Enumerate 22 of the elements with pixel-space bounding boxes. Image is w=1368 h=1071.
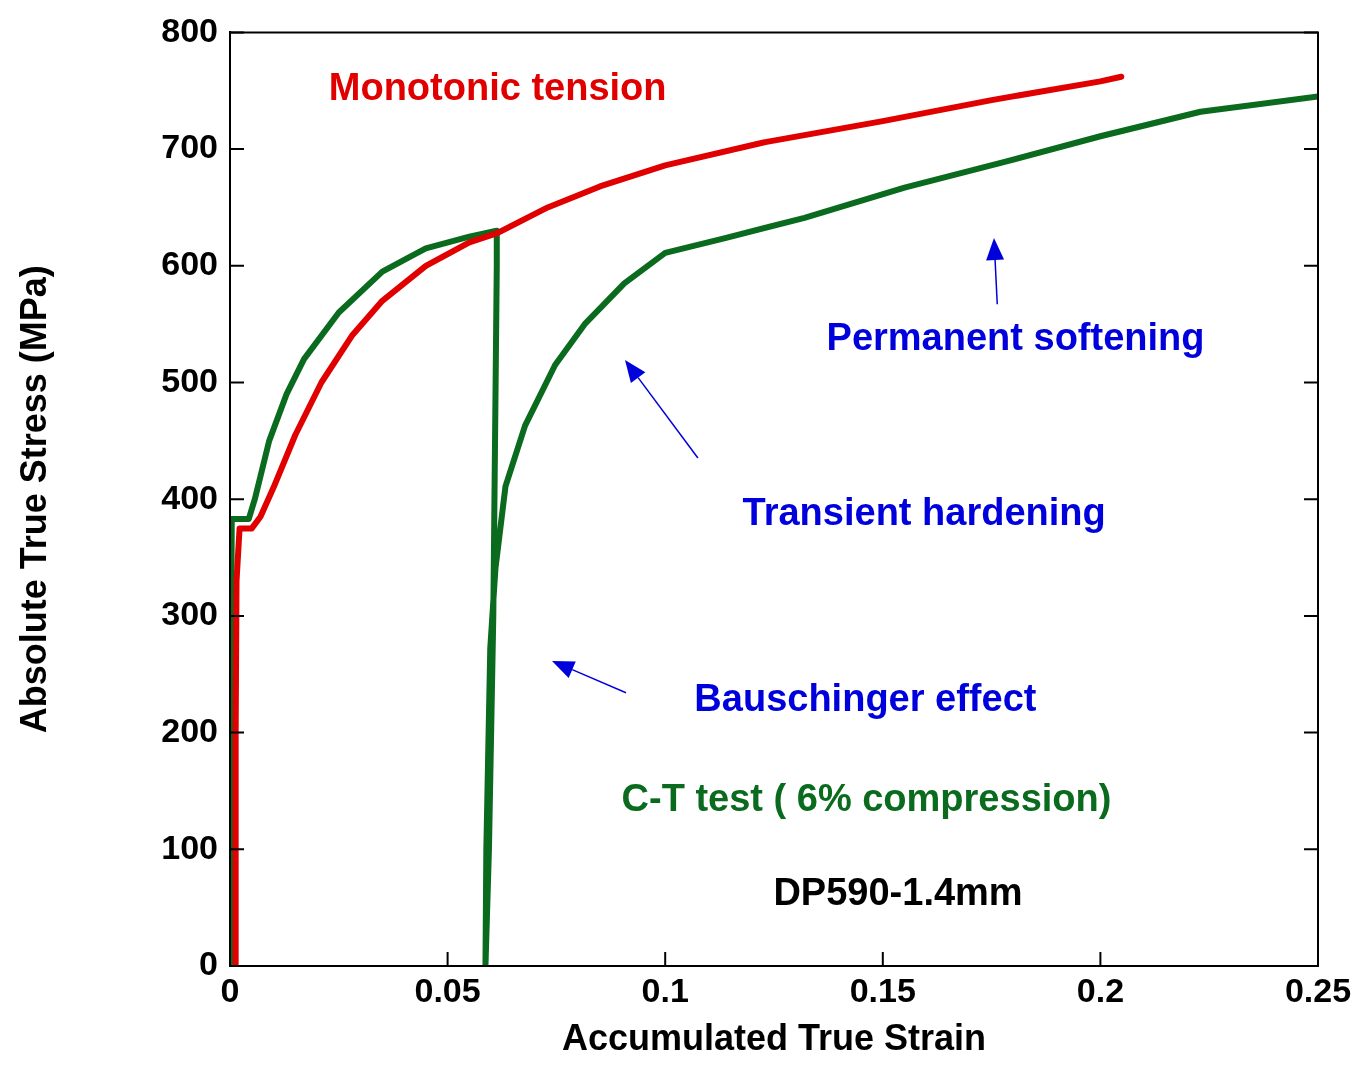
text: C-T test ( 6% compression): [621, 777, 1112, 820]
y-tick-label: 200: [161, 710, 218, 749]
annotation: Transient hardening: [742, 490, 1106, 533]
x-tick-label: 0.25: [1284, 970, 1352, 1009]
annotation: DP590-1.4mm: [773, 870, 1023, 913]
x-tick-label: 0.05: [414, 970, 481, 1009]
x-tick-label: 0.1: [641, 970, 689, 1009]
annotation: Permanent softening: [826, 316, 1205, 359]
x-tick-label: 0.2: [1076, 970, 1125, 1009]
x-axis-title: Accumulated True Strain: [561, 1017, 987, 1059]
y-axis-title: Absolute True Stress (MPa): [12, 265, 54, 734]
y-tick-label: 700: [161, 127, 218, 166]
series-label: Monotonic tension: [328, 65, 667, 108]
y-tick-label: 0: [199, 944, 218, 983]
y-tick-label: 800: [161, 10, 218, 49]
annotation: Bauschinger effect: [694, 677, 1037, 720]
y-tick-label: 600: [161, 244, 218, 283]
x-tick-label: 0.15: [849, 970, 916, 1009]
y-tick-label: 300: [161, 594, 218, 633]
y-tick-label: 100: [161, 827, 218, 866]
y-tick-label: 400: [161, 477, 218, 516]
y-tick-label: 500: [161, 360, 218, 399]
